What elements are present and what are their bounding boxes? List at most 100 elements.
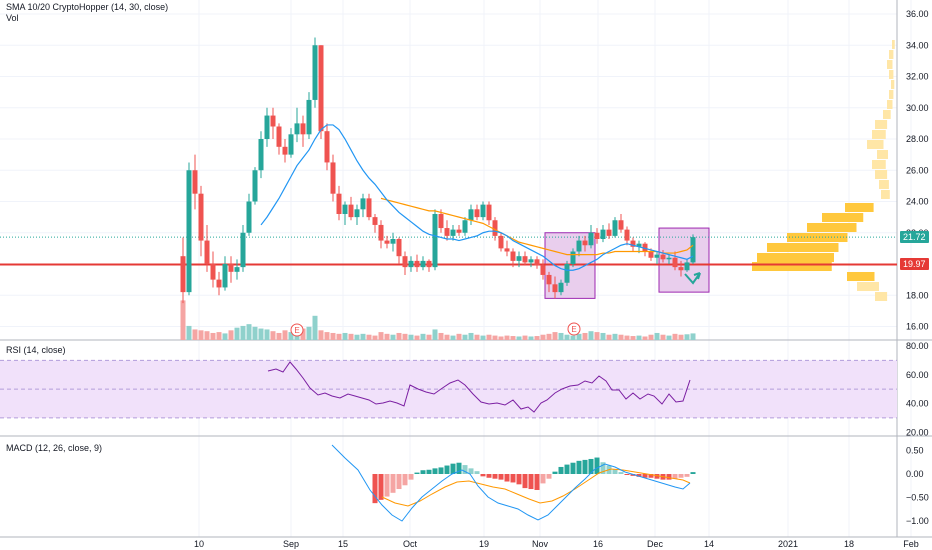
candle-body — [270, 115, 276, 127]
volume-bar — [636, 335, 642, 340]
volume-bar — [336, 333, 342, 340]
candle-body — [318, 45, 324, 132]
volume-bar — [630, 336, 636, 340]
macd-histogram-bar — [636, 474, 642, 477]
volume-bar — [438, 332, 444, 340]
earnings-marker — [290, 323, 304, 337]
candle-body — [432, 214, 438, 268]
volume-bar — [606, 334, 612, 340]
macd-histogram-bar — [642, 474, 648, 478]
price-axis-label: 36.00 — [906, 9, 929, 19]
sma-slow-line — [380, 197, 694, 256]
volume-bar — [234, 327, 240, 340]
price-axis-label: 24.00 — [906, 197, 929, 207]
time-axis-label: Feb — [903, 539, 919, 549]
candle-body — [228, 264, 234, 272]
macd-line — [331, 444, 691, 522]
candle-body — [600, 229, 606, 239]
volume-bar — [186, 325, 192, 340]
candle-body — [258, 139, 264, 171]
volume-bar — [648, 334, 654, 340]
candle-body — [606, 229, 612, 236]
candle-body — [540, 265, 546, 275]
vol-legend-text: Vol — [6, 13, 19, 23]
candle-body — [384, 240, 390, 244]
volume-profile-bar — [767, 243, 839, 252]
volume-profile-bar — [807, 223, 857, 232]
volume-profile-bar — [872, 160, 886, 169]
macd-histogram-bar — [672, 474, 678, 479]
volume-bar — [216, 332, 222, 340]
candle-body — [648, 251, 654, 258]
volume-bar — [288, 332, 294, 340]
candle-body — [558, 282, 564, 293]
candle-body — [612, 220, 618, 236]
arrow-head — [693, 272, 701, 280]
macd-histogram-bar — [654, 474, 660, 479]
hline-price-tag: 19.97 — [900, 258, 929, 270]
candle-body — [564, 264, 570, 283]
candle-body — [252, 170, 258, 202]
volume-bar — [558, 332, 564, 340]
candle-body — [180, 256, 186, 293]
volume-bar — [576, 333, 582, 340]
volume-bar — [378, 332, 384, 340]
candle-body — [288, 134, 294, 155]
macd-histogram-bar — [684, 474, 690, 477]
volume-bar — [210, 332, 216, 340]
volume-bar — [348, 333, 354, 340]
macd-histogram-bar — [546, 474, 552, 479]
macd-signal-line — [381, 468, 691, 507]
candle-body — [462, 220, 468, 233]
volume-bar — [510, 336, 516, 340]
price-axis-label: 32.00 — [906, 72, 929, 82]
candle-body — [666, 257, 672, 260]
volume-bar — [522, 335, 528, 340]
candle-body — [198, 193, 204, 241]
candle-body — [660, 254, 666, 260]
volume-bar — [486, 334, 492, 340]
time-axis-label: Nov — [532, 539, 549, 549]
volume-bar — [420, 333, 426, 340]
candle-body — [456, 229, 462, 233]
macd-histogram-bar — [396, 474, 402, 490]
volume-bar — [330, 332, 336, 340]
volume-bar — [642, 336, 648, 340]
volume-profile-bar — [889, 90, 894, 99]
macd-histogram-bar — [414, 472, 420, 474]
candle-body — [300, 123, 306, 135]
macd-histogram-bar — [390, 474, 396, 493]
sma-legend-text: SMA 10/20 CryptoHopper (14, 30, close) — [6, 2, 169, 12]
candle-body — [654, 254, 660, 258]
candle-body — [192, 170, 198, 194]
macd-legend: MACD (12, 26, close, 9) — [6, 443, 103, 453]
volume-profile-bar — [872, 130, 886, 139]
volume-bar — [318, 330, 324, 340]
time-axis-label: 19 — [479, 539, 489, 549]
macd-histogram-bar — [438, 467, 444, 474]
rsi-line — [267, 361, 691, 413]
candle-body — [630, 240, 636, 247]
volume-bar — [276, 332, 282, 340]
candle-body — [504, 248, 510, 252]
macd-histogram-bar — [444, 465, 450, 474]
volume-profile-bar — [877, 150, 888, 159]
volume-bar — [198, 330, 204, 340]
volume-bar — [546, 333, 552, 340]
candle-body — [528, 259, 534, 263]
candle-body — [624, 229, 630, 241]
candle-body — [276, 126, 282, 147]
volume-profile-bar — [883, 110, 891, 119]
last-price-tag: 21.72 — [900, 231, 929, 243]
candle-body — [402, 256, 408, 268]
time-axis-label: 18 — [844, 539, 854, 549]
macd-histogram-bar — [666, 474, 672, 480]
macd-axis-label: 0.00 — [906, 469, 924, 479]
volume-profile-bar — [887, 100, 893, 109]
candle-body — [330, 162, 336, 194]
volume-bar — [474, 334, 480, 340]
volume-profile-bar — [889, 50, 894, 59]
rsi-axis-label: 80.00 — [906, 341, 929, 351]
volume-bar — [618, 334, 624, 340]
